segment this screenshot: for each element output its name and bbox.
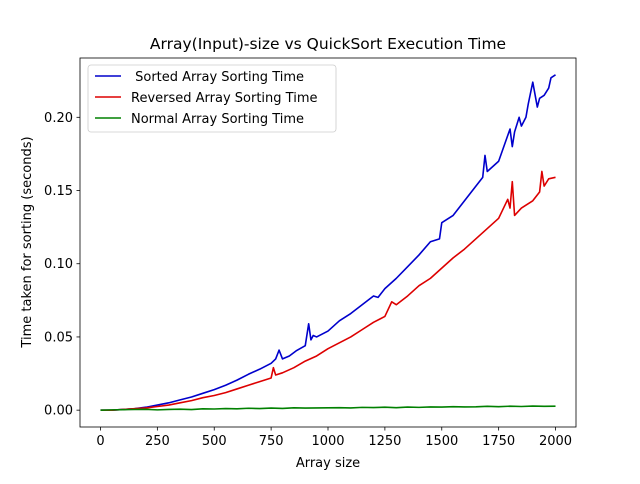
y-tick-label: 0.10 xyxy=(44,257,73,272)
axes: 0 250 500 750 1000 1250 1500 1750 2000 0.00 0.05 0.… xyxy=(44,57,577,449)
series-line-2 xyxy=(100,170,556,411)
x-tick-label: 500 xyxy=(202,434,227,449)
y-tick-label: 0.15 xyxy=(44,184,73,199)
x-tick-label: 2000 xyxy=(539,434,572,449)
legend-label-3: Normal Array Sorting Time xyxy=(131,112,304,127)
series-line-3 xyxy=(100,405,556,411)
plot-area xyxy=(100,74,556,411)
x-tick-label: 1750 xyxy=(482,434,515,449)
legend-label-2: Reversed Array Sorting Time xyxy=(131,91,317,106)
chart-title: Array(Input)-size vs QuickSort Execution… xyxy=(150,35,506,53)
legend: Sorted Array Sorting Time Reversed Array … xyxy=(87,64,337,133)
y-tick-label: 0.05 xyxy=(44,330,73,345)
y-tick-label: 0.00 xyxy=(44,404,73,419)
x-tick-label: 1250 xyxy=(368,434,401,449)
x-axis-label: Array size xyxy=(296,456,360,471)
x-tick-label: 1000 xyxy=(311,434,344,449)
x-tick-label: 0 xyxy=(96,434,104,449)
y-tick-label: 0.20 xyxy=(44,111,73,126)
y-axis-label: Time taken for sorting (seconds) xyxy=(20,136,35,348)
series-line-1 xyxy=(100,74,556,411)
x-tick-label: 750 xyxy=(259,434,284,449)
legend-box xyxy=(87,64,337,133)
x-tick-label: 250 xyxy=(145,434,170,449)
x-tick-label: 1500 xyxy=(425,434,458,449)
legend-label-1: Sorted Array Sorting Time xyxy=(131,70,304,85)
